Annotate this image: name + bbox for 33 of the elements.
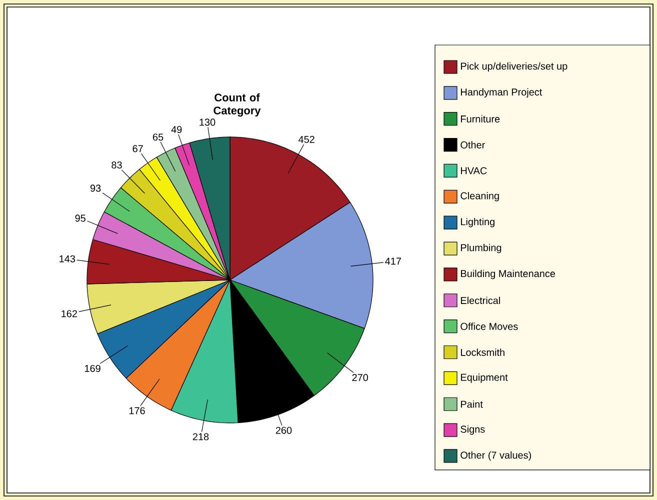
data-label: 176 — [129, 407, 145, 414]
data-label: 130 — [200, 118, 216, 126]
legend-label: Equipment — [461, 374, 508, 383]
legend-label: Other — [460, 141, 485, 148]
legend-label: Handyman Project — [461, 88, 542, 98]
legend-label: Electrical — [461, 296, 500, 304]
data-label: 95 — [75, 214, 86, 222]
legend-label: Signs — [460, 425, 485, 435]
legend-label: Cleaning — [460, 192, 499, 202]
data-label: 93 — [90, 184, 101, 192]
data-label: 270 — [352, 374, 368, 382]
legend-label: Other (7 values) — [460, 451, 531, 461]
data-label: 417 — [385, 258, 401, 265]
data-label: 218 — [192, 433, 209, 440]
data-label: 65 — [153, 134, 164, 141]
data-label: 67 — [132, 145, 143, 152]
data-label: 169 — [84, 364, 100, 372]
data-label: 83 — [112, 161, 122, 169]
legend-label: Paint — [461, 400, 483, 408]
data-label: 49 — [171, 126, 182, 134]
legend-label: Office Moves — [460, 322, 518, 330]
legend-label: Furniture — [461, 115, 500, 123]
data-label: 143 — [60, 255, 76, 262]
legend-label: Locksmith — [461, 348, 504, 356]
legend-label: Pick up/deliveries/set up — [461, 62, 568, 72]
legend-label: Plumbing — [461, 244, 502, 254]
legend-label: Building Maintenance — [461, 270, 555, 280]
data-label: 452 — [298, 136, 314, 143]
legend-label: Lighting — [461, 218, 494, 228]
legend-label: HVAC — [461, 167, 487, 174]
data-label: 260 — [276, 426, 292, 434]
data-label: 162 — [62, 310, 77, 318]
text: Count of Category — [214, 93, 261, 117]
